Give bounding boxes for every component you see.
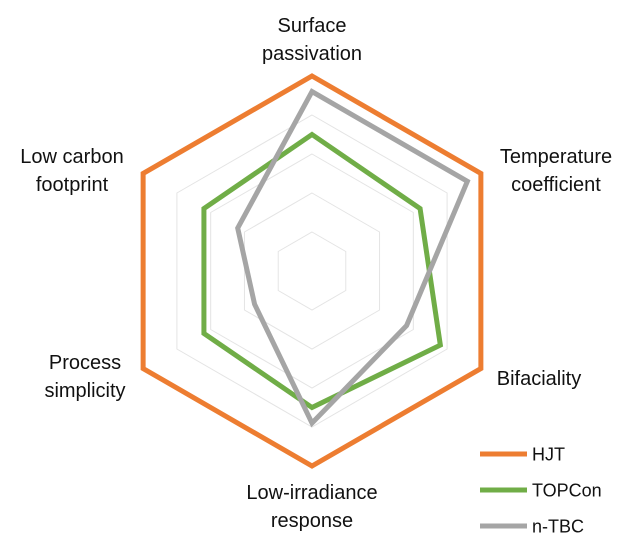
series-topcon [201, 131, 444, 411]
axis-label-2: Bifaciality [497, 368, 581, 390]
axis-label-line: response [271, 510, 353, 532]
axis-label-line: passivation [262, 43, 362, 65]
axis-label-line: Process [49, 352, 121, 374]
axis-label-line: Bifaciality [497, 368, 581, 390]
axis-label-5: Low carbon footprint [20, 146, 123, 196]
axis-label-0: Surface passivation [262, 15, 362, 65]
radar-series [140, 73, 484, 469]
grid-ring-4 [176, 114, 448, 428]
axis-label-line: footprint [36, 174, 109, 196]
axis-label-4: Process simplicity [44, 352, 125, 402]
legend-label-n-tbc: n-TBC [532, 517, 584, 537]
axis-label-line: Low carbon [20, 146, 123, 168]
axis-label-1: Temperature coefficient [500, 146, 612, 196]
grid-ring-3 [210, 153, 414, 389]
axis-label-line: Temperature [500, 146, 612, 168]
axis-label-line: Surface [278, 15, 347, 37]
grid-ring-1 [277, 231, 347, 311]
legend-label-topcon: TOPCon [532, 481, 602, 501]
axis-label-line: Low-irradiance [246, 482, 377, 504]
legend: HJT TOPCon n-TBC [480, 445, 602, 537]
series-hjt [140, 73, 484, 469]
axis-label-line: simplicity [44, 380, 125, 402]
axis-label-3: Low-irradiance response [246, 482, 377, 532]
legend-label-hjt: HJT [532, 445, 565, 465]
series-n-tbc [235, 88, 471, 428]
axis-label-line: coefficient [511, 174, 601, 196]
grid-ring-2 [243, 192, 381, 350]
axis-labels: Surface passivation Temperature coefficient… [20, 15, 612, 532]
